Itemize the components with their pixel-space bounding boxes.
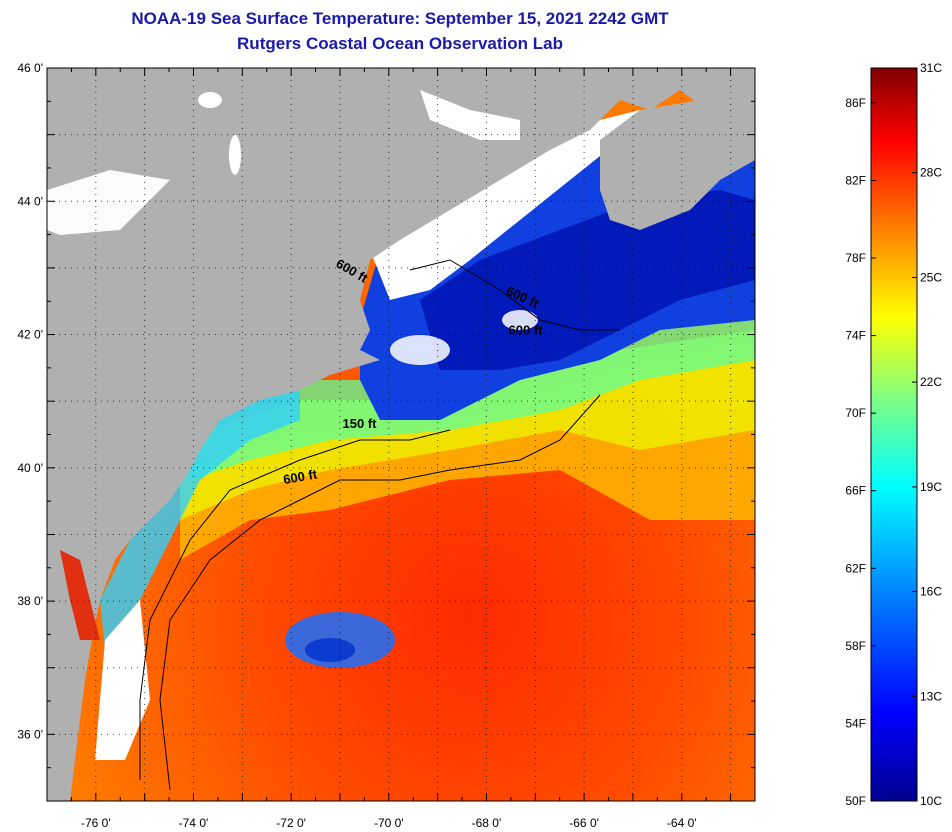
- latitude-label: 38 0': [17, 594, 43, 608]
- latitude-labels: 46 0' 44 0' 42 0' 40 0' 38 0' 36 0': [17, 61, 43, 741]
- colorbar-f-label: 78F: [845, 251, 866, 265]
- longitude-label: -64 0': [667, 816, 697, 830]
- colorbar-f-labels: 86F 82F 78F 74F 70F 66F 62F 58F 54F 50F: [845, 96, 876, 808]
- contour-150ft: [139, 429, 451, 780]
- map-subtitle: Rutgers Coastal Ocean Observation Lab: [237, 34, 563, 53]
- latitude-label: 36 0': [17, 727, 43, 741]
- latitude-label: 44 0': [17, 194, 43, 208]
- colorbar-f-label: 70F: [845, 406, 866, 420]
- colorbar-c-label: 19C: [920, 480, 942, 494]
- longitude-label: -74 0': [179, 816, 209, 830]
- colorbar-c-label: 22C: [920, 375, 942, 389]
- map-title: NOAA-19 Sea Surface Temperature: Septemb…: [131, 9, 669, 28]
- latitude-label: 40 0': [17, 461, 43, 475]
- nova-scotia: [600, 90, 755, 230]
- contour-600ft-gom: [409, 259, 620, 331]
- cloud-cover: [370, 110, 640, 300]
- colorbar-f-label: 82F: [845, 173, 866, 187]
- colorbar-c-label: 16C: [920, 585, 942, 599]
- colorbar-c-label: 28C: [920, 166, 942, 180]
- map-imagery: [47, 68, 755, 801]
- colorbar-f-label: 54F: [845, 716, 866, 730]
- coastal-cloud: [95, 600, 150, 760]
- chesapeake-bay: [60, 550, 100, 640]
- latitude-label: 46 0': [17, 61, 43, 75]
- colorbar-c-label: 13C: [920, 689, 942, 703]
- land-mass: [47, 68, 755, 801]
- contour-label: 600 ft: [282, 466, 319, 487]
- longitude-label: -68 0': [472, 816, 502, 830]
- longitude-labels: -76 0' -74 0' -72 0' -70 0' -68 0' -66 0' -64 …: [81, 816, 697, 830]
- colorbar: [870, 67, 918, 802]
- longitude-label: -66 0': [569, 816, 599, 830]
- colorbar-c-labels: 31C 28C 25C 22C 19C 16C 13C 10C: [912, 61, 942, 808]
- contour-label: 150 ft: [343, 416, 378, 431]
- graticule: [47, 68, 755, 801]
- longitude-label: -70 0': [374, 816, 404, 830]
- colorbar-f-label: 58F: [845, 639, 866, 653]
- colorbar-c-label: 25C: [920, 270, 942, 284]
- colorbar-f-label: 62F: [845, 561, 866, 575]
- colorbar-f-label: 50F: [845, 794, 866, 808]
- latitude-label: 42 0': [17, 328, 43, 342]
- colorbar-c-label: 31C: [920, 61, 942, 75]
- longitude-label: -76 0': [81, 816, 111, 830]
- colorbar-f-label: 86F: [845, 96, 866, 110]
- colorbar-f-label: 66F: [845, 484, 866, 498]
- colorbar-c-label: 10C: [920, 794, 942, 808]
- contour-label: 600 ft: [509, 323, 544, 338]
- longitude-label: -72 0': [276, 816, 306, 830]
- colorbar-f-label: 74F: [845, 329, 866, 343]
- cold-core: [420, 190, 755, 370]
- contour-600ft: [159, 394, 601, 791]
